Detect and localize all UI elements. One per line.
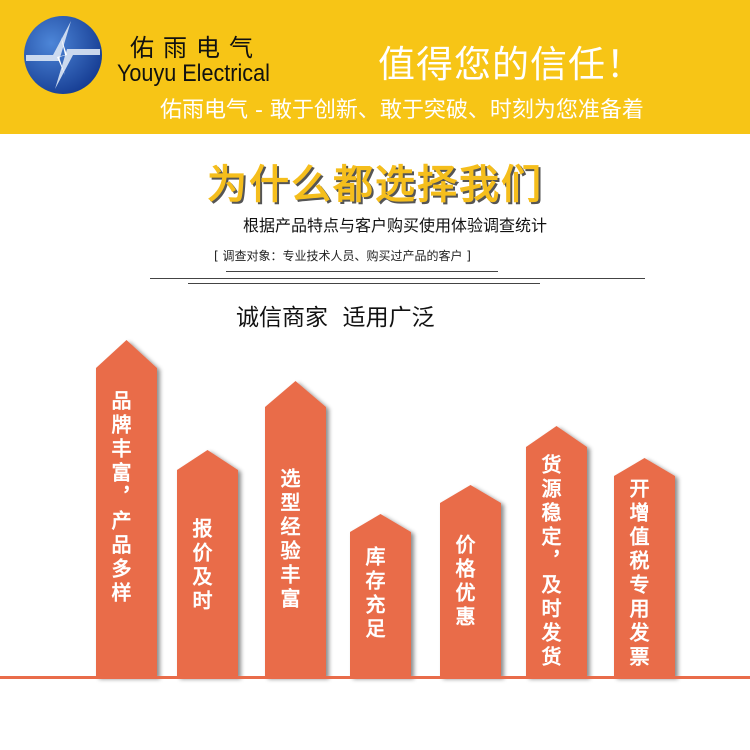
- column-4: [350, 514, 411, 677]
- column-label: 选型经验丰富: [277, 468, 301, 612]
- column-label: 货源稳定，及时发货: [538, 454, 562, 670]
- brand-name-cn: 佑雨电气: [130, 34, 262, 62]
- column-3: [265, 381, 326, 677]
- divider: [226, 271, 498, 272]
- survey-note: [ 调查对象：专业技术人员、购买过产品的客户 ]: [214, 249, 471, 263]
- column-label: 开增值税专用发票: [626, 478, 650, 670]
- divider: [188, 283, 540, 284]
- section-title: 诚信商家 适用广泛: [236, 305, 435, 331]
- column-label: 品牌丰富，产品多样: [108, 390, 132, 606]
- column-label: 库存充足: [362, 546, 386, 642]
- column-5: [440, 485, 501, 677]
- divider: [150, 278, 645, 279]
- baseline-bar: [0, 676, 750, 679]
- column-6: [526, 426, 587, 677]
- subtitle: 根据产品特点与客户购买使用体验调查统计: [242, 216, 547, 235]
- brand-name-en: Youyu Electrical: [117, 60, 270, 87]
- company-logo-icon: [24, 16, 102, 94]
- slogan: 值得您的信任！: [378, 43, 644, 86]
- headline: 为什么都选择我们: [207, 162, 543, 208]
- header-banner: 佑雨电气 Youyu Electrical 值得您的信任！ 佑雨电气 - 敢于创…: [0, 0, 750, 134]
- column-label: 价格优惠: [452, 534, 476, 630]
- tagline: 佑雨电气 - 敢于创新、敢于突破、时刻为您准备着: [160, 98, 644, 123]
- column-2: [177, 450, 238, 677]
- column-7: [614, 458, 675, 677]
- column-1: [96, 340, 157, 677]
- column-label: 报价及时: [189, 518, 213, 614]
